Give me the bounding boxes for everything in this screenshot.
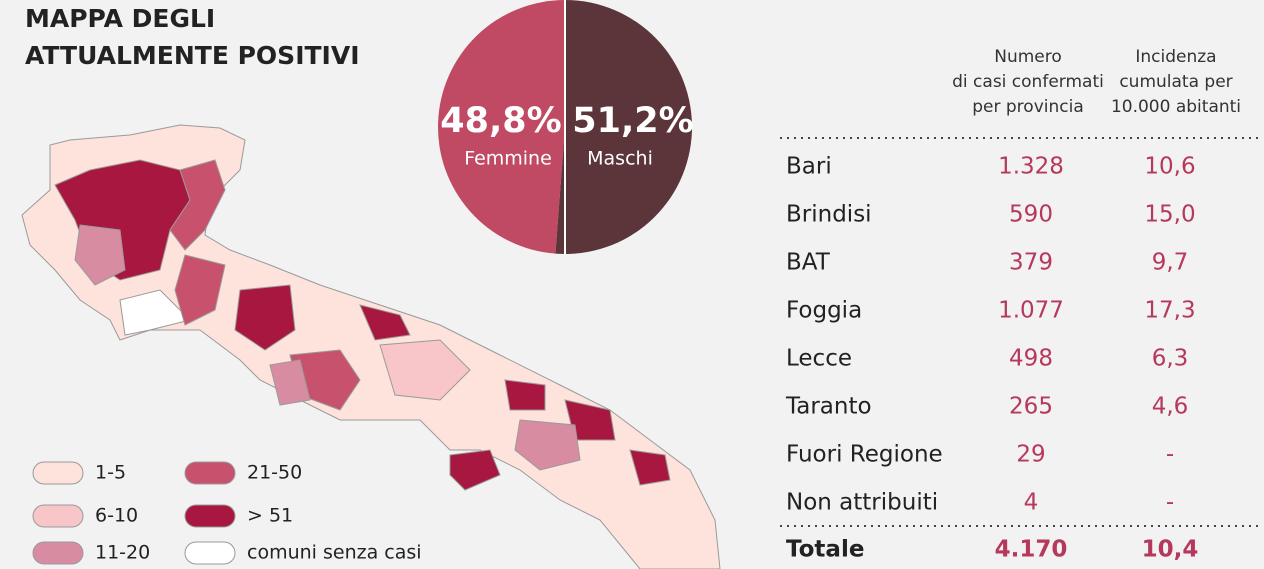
cell-incidence: 4,6 bbox=[1152, 394, 1189, 420]
column-header: cumulata per bbox=[1119, 72, 1232, 92]
cell-cases: 4 bbox=[1024, 490, 1039, 516]
cell-cases: 379 bbox=[1009, 250, 1053, 276]
cell-cases: 1.077 bbox=[998, 298, 1064, 324]
legend-label: 21-50 bbox=[247, 462, 302, 484]
legend-swatch bbox=[184, 461, 236, 485]
pie-category-label: Maschi bbox=[587, 148, 653, 170]
legend-swatch bbox=[32, 461, 84, 485]
cell-incidence: 6,3 bbox=[1152, 346, 1189, 372]
row-name: Bari bbox=[786, 154, 832, 180]
legend-label: 6-10 bbox=[95, 505, 138, 527]
column-header: 10.000 abitanti bbox=[1111, 97, 1241, 117]
row-name: Taranto bbox=[785, 394, 872, 420]
column-header: Incidenza bbox=[1135, 47, 1216, 67]
map-region bbox=[504, 379, 546, 411]
row-name: Brindisi bbox=[786, 202, 872, 228]
cell-incidence: - bbox=[1166, 490, 1174, 516]
legend-swatch bbox=[32, 504, 84, 528]
map-region bbox=[234, 284, 296, 351]
cell-cases: 1.328 bbox=[998, 154, 1064, 180]
row-name: Lecce bbox=[786, 346, 852, 372]
pie-slice bbox=[555, 0, 692, 254]
pie-chart: 48,8% Femmine 51,2% Maschi bbox=[437, 0, 694, 254]
map-region bbox=[269, 359, 311, 406]
total-name: Totale bbox=[786, 537, 864, 563]
legend-swatch bbox=[184, 541, 236, 565]
map-region bbox=[629, 449, 671, 486]
cell-incidence: 15,0 bbox=[1144, 202, 1195, 228]
column-header: per provincia bbox=[972, 97, 1084, 117]
pie-category-label: Femmine bbox=[464, 148, 552, 170]
cell-incidence: 9,7 bbox=[1152, 250, 1189, 276]
pie-slice bbox=[437, 0, 565, 254]
legend-label: 11-20 bbox=[95, 542, 150, 564]
legend-label: comuni senza casi bbox=[247, 542, 422, 564]
pie-value-label: 48,8% bbox=[440, 101, 561, 141]
row-name: BAT bbox=[786, 250, 831, 276]
title-line: MAPPA DEGLI bbox=[25, 4, 215, 33]
cell-incidence: 17,3 bbox=[1144, 298, 1195, 324]
map-region bbox=[74, 224, 126, 286]
title-line: ATTUALMENTE POSITIVI bbox=[25, 41, 360, 70]
cell-cases: 265 bbox=[1009, 394, 1053, 420]
legend-swatch bbox=[32, 541, 84, 565]
cell-cases: 29 bbox=[1016, 442, 1045, 468]
legend: 1-5 6-10 11-20 21-50 > 51 comuni senza casi bbox=[32, 461, 422, 565]
column-header: di casi confermati bbox=[952, 72, 1104, 92]
map-region bbox=[379, 339, 471, 401]
legend-label: > 51 bbox=[247, 505, 293, 527]
table: Numero di casi confermati per provincia Inc… bbox=[780, 47, 1260, 563]
cell-cases: 590 bbox=[1009, 202, 1053, 228]
map-region bbox=[119, 289, 191, 336]
legend-swatch bbox=[184, 504, 236, 528]
total-cases: 4.170 bbox=[995, 537, 1068, 563]
row-name: Foggia bbox=[786, 298, 862, 324]
cell-incidence: 10,6 bbox=[1144, 154, 1195, 180]
map-region bbox=[169, 159, 226, 251]
cell-incidence: - bbox=[1166, 442, 1174, 468]
legend-label: 1-5 bbox=[95, 462, 126, 484]
cell-cases: 498 bbox=[1009, 346, 1053, 372]
row-name: Fuori Regione bbox=[786, 442, 943, 468]
row-name: Non attribuiti bbox=[786, 490, 938, 516]
map bbox=[21, 124, 721, 569]
map-region bbox=[449, 449, 501, 491]
map-region bbox=[514, 419, 581, 471]
map-region bbox=[359, 304, 411, 341]
map-region bbox=[174, 254, 226, 326]
pie-value-label: 51,2% bbox=[572, 101, 693, 141]
column-header: Numero bbox=[994, 47, 1062, 67]
total-incidence: 10,4 bbox=[1142, 537, 1199, 563]
